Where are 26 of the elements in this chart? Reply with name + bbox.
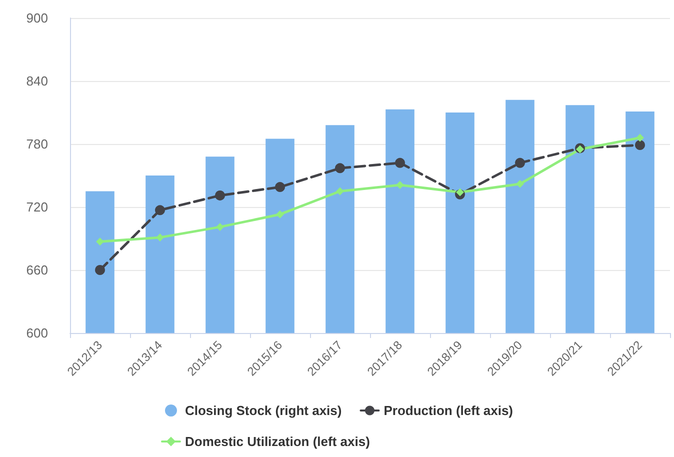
legend-label: Closing Stock (right axis) (184, 403, 342, 418)
y-tick-label: 600 (26, 326, 48, 340)
point (635, 140, 645, 150)
point (396, 180, 404, 189)
y-tick-label: 720 (26, 200, 48, 214)
point (216, 222, 224, 231)
point (215, 190, 225, 200)
y-tick-label: 900 (26, 10, 48, 26)
point (276, 210, 284, 218)
point (515, 158, 525, 168)
point (156, 233, 164, 242)
point (155, 205, 165, 216)
point (336, 187, 344, 196)
y-tick-label: 660 (26, 262, 48, 278)
point (516, 180, 524, 188)
y-tick-label: 780 (26, 136, 48, 152)
legend-label: Domestic Utilization (left axis) (184, 434, 370, 449)
y-tick-label: 840 (26, 74, 48, 88)
point (636, 134, 644, 142)
point (335, 163, 345, 174)
point (456, 188, 464, 196)
legend-label: Production (left axis) (384, 403, 514, 418)
point (395, 158, 405, 168)
point (275, 182, 285, 192)
point (96, 238, 104, 246)
point (95, 265, 105, 275)
